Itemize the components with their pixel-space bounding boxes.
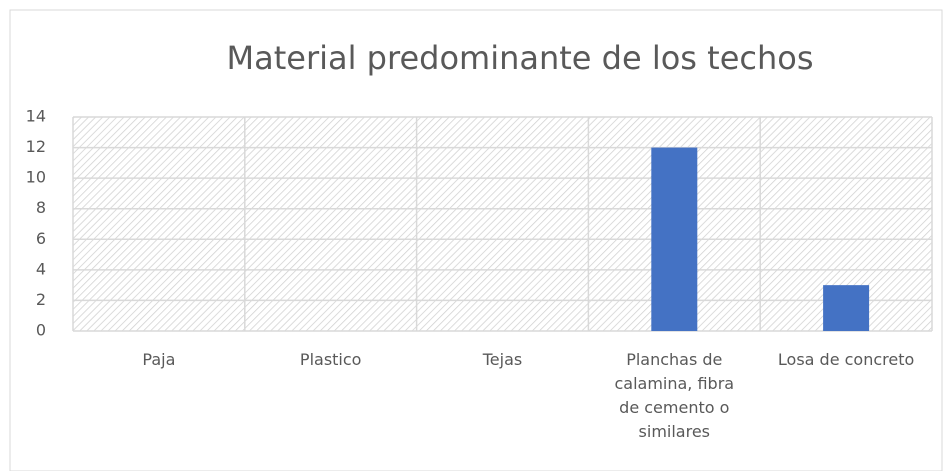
- x-tick-label: Paja: [142, 350, 176, 369]
- x-tick-label-box: Losa de concreto: [777, 350, 915, 369]
- x-tick-label: Plastico: [299, 350, 362, 369]
- x-tick-label-box: Paja: [142, 350, 176, 369]
- y-tick-label: 8: [36, 198, 46, 217]
- x-tick-label: Tejas: [482, 350, 523, 369]
- x-tick-label: Losa de concreto: [777, 350, 915, 369]
- y-tick-label: 2: [36, 290, 46, 309]
- y-tick-label: 12: [26, 137, 46, 156]
- x-tick-label-box: Tejas: [482, 350, 523, 369]
- x-tick-label-box: Planchas de calamina, fibra de cemento o…: [614, 350, 735, 441]
- bar: [823, 285, 870, 331]
- y-tick-label: 4: [36, 259, 46, 278]
- x-tick-label: Planchas de calamina, fibra de cemento o…: [614, 350, 735, 441]
- y-tick-label: 14: [26, 107, 46, 126]
- y-tick-label: 6: [36, 229, 46, 248]
- y-tick-label: 10: [26, 168, 46, 187]
- chart-title: Material predominante de los techos: [227, 39, 814, 77]
- y-tick-label: 0: [36, 321, 46, 340]
- plot-area: [73, 117, 932, 331]
- x-tick-label-box: Plastico: [299, 350, 362, 369]
- bar: [651, 147, 698, 331]
